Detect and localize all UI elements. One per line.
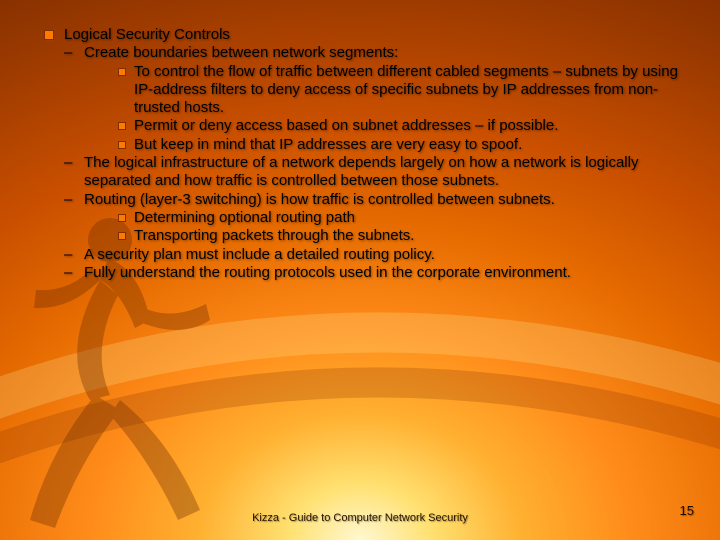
dash-bullet: – <box>64 246 78 264</box>
slide-content: Logical Security Controls – Create bound… <box>44 26 684 282</box>
list-item: – A security plan must include a detaile… <box>44 246 684 264</box>
list-item-text: Create boundaries between network segmen… <box>84 44 398 62</box>
page-number: 15 <box>680 503 694 518</box>
list-item: – Create boundaries between network segm… <box>44 44 684 62</box>
list-item-text: A security plan must include a detailed … <box>84 246 435 264</box>
list-item-text: Routing (layer-3 switching) is how traff… <box>84 191 555 209</box>
dash-bullet: – <box>64 44 78 62</box>
square-bullet-icon <box>44 30 54 40</box>
dash-bullet: – <box>64 191 78 209</box>
dash-bullet: – <box>64 264 78 282</box>
sub-item-text: Transporting packets through the subnets… <box>134 227 414 245</box>
sub-item: Determining optional routing path <box>44 209 684 227</box>
sub-item-text: Determining optional routing path <box>134 209 355 227</box>
slide-title: Logical Security Controls <box>64 26 230 44</box>
sub-item: To control the flow of traffic between d… <box>44 63 684 118</box>
title-row: Logical Security Controls <box>44 26 684 44</box>
slide-footer: Kizza - Guide to Computer Network Securi… <box>0 512 720 526</box>
dash-bullet: – <box>64 154 78 191</box>
square-bullet-icon <box>118 122 126 130</box>
sub-item-text: Permit or deny access based on subnet ad… <box>134 117 558 135</box>
square-bullet-icon <box>118 232 126 240</box>
sub-item: Transporting packets through the subnets… <box>44 227 684 245</box>
sub-item: Permit or deny access based on subnet ad… <box>44 117 684 135</box>
list-item-text: Fully understand the routing protocols u… <box>84 264 571 282</box>
list-item-text: The logical infrastructure of a network … <box>84 154 684 191</box>
square-bullet-icon <box>118 68 126 76</box>
square-bullet-icon <box>118 214 126 222</box>
sub-item-text: To control the flow of traffic between d… <box>134 63 684 118</box>
list-item: – The logical infrastructure of a networ… <box>44 154 684 191</box>
sub-item: But keep in mind that IP addresses are v… <box>44 136 684 154</box>
sub-item-text: But keep in mind that IP addresses are v… <box>134 136 522 154</box>
square-bullet-icon <box>118 141 126 149</box>
list-item: – Routing (layer-3 switching) is how tra… <box>44 191 684 209</box>
list-item: – Fully understand the routing protocols… <box>44 264 684 282</box>
footer-text: Kizza - Guide to Computer Network Securi… <box>240 512 480 526</box>
